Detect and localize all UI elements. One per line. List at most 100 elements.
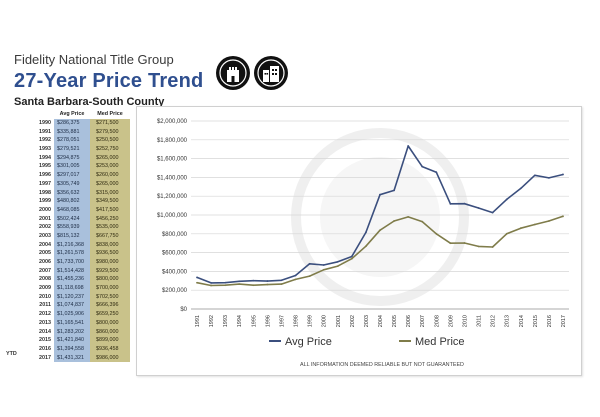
table-row: 2002 $558,939 $535,000 bbox=[24, 223, 132, 232]
row-avg-price: $305,749 bbox=[57, 180, 80, 187]
x-tick-label: 2009 bbox=[448, 315, 454, 327]
table-row: 2010 $1,120,237 $702,500 bbox=[24, 293, 132, 302]
y-tick-label: $200,000 bbox=[162, 288, 188, 294]
data-point bbox=[350, 257, 353, 260]
row-med-price: $936,500 bbox=[96, 250, 119, 257]
table-row: 2000 $468,085 $417,500 bbox=[24, 206, 132, 215]
company-name: Fidelity National Title Group bbox=[14, 52, 174, 67]
row-med-price: $250,500 bbox=[96, 137, 119, 144]
data-point bbox=[477, 207, 480, 209]
page-title: 27-Year Price Trend bbox=[14, 70, 204, 92]
row-avg-price: $1,514,428 bbox=[57, 267, 84, 274]
row-avg-price: $1,216,368 bbox=[57, 241, 84, 248]
table-row: 2003 $815,132 $667,750 bbox=[24, 232, 132, 241]
table-row: 2001 $502,424 $456,250 bbox=[24, 215, 132, 224]
row-med-price: $800,000 bbox=[96, 319, 119, 326]
row-med-price: $667,750 bbox=[96, 232, 119, 239]
row-avg-price: $1,120,237 bbox=[57, 293, 84, 300]
row-med-price: $980,000 bbox=[96, 259, 119, 265]
row-year: 1996 bbox=[39, 172, 51, 179]
row-med-price: $702,500 bbox=[96, 293, 119, 300]
row-year: 2013 bbox=[39, 319, 51, 326]
row-avg-price: $815,132 bbox=[57, 232, 80, 239]
row-med-price: $253,000 bbox=[96, 163, 119, 170]
table-row: 1996 $297,017 $260,000 bbox=[24, 171, 132, 180]
x-tick-label: 2007 bbox=[420, 315, 426, 327]
data-point bbox=[210, 284, 212, 287]
x-tick-label: 2006 bbox=[406, 315, 412, 327]
data-point bbox=[210, 281, 212, 284]
table-row: 2007 $1,514,428 $929,500 bbox=[24, 267, 132, 276]
row-year: 2008 bbox=[39, 276, 51, 283]
data-point bbox=[562, 173, 564, 176]
data-point bbox=[266, 283, 269, 286]
data-point bbox=[280, 279, 283, 282]
row-avg-price: $335,881 bbox=[57, 128, 80, 135]
x-tick-label: 2011 bbox=[477, 315, 483, 327]
x-tick-label: 1994 bbox=[237, 315, 243, 327]
table-row: 2011 $1,074,837 $666,396 bbox=[24, 301, 132, 310]
data-point bbox=[266, 280, 269, 282]
chart-panel: $0 $200,000 $400,000 $600,000 $800,000 $1,000… bbox=[136, 106, 582, 376]
table-row: 1992 $278,051 $250,500 bbox=[24, 136, 132, 145]
row-year: 1991 bbox=[39, 128, 51, 135]
row-year: 1994 bbox=[39, 154, 51, 161]
x-tick-label: 2000 bbox=[322, 315, 328, 327]
x-tick-label: 2017 bbox=[561, 315, 567, 327]
data-point bbox=[491, 246, 494, 248]
row-med-price: $265,000 bbox=[96, 154, 119, 161]
data-point bbox=[379, 193, 381, 196]
row-avg-price: $1,118,698 bbox=[57, 285, 84, 292]
data-point bbox=[322, 268, 325, 271]
row-avg-price: $279,521 bbox=[57, 146, 80, 153]
data-point bbox=[407, 145, 410, 147]
row-avg-price: $294,875 bbox=[57, 154, 80, 161]
row-avg-price: $1,431,321 bbox=[57, 354, 84, 361]
row-year: 2011 bbox=[39, 302, 51, 309]
row-med-price: $800,000 bbox=[96, 276, 119, 283]
data-point bbox=[308, 262, 311, 265]
legend-label: Avg Price bbox=[285, 336, 332, 348]
y-tick-label: $2,000,000 bbox=[157, 119, 188, 125]
row-med-price: $349,500 bbox=[96, 198, 119, 205]
data-point bbox=[449, 242, 452, 245]
x-tick-label: 1999 bbox=[308, 315, 314, 327]
data-point bbox=[252, 279, 255, 282]
data-point bbox=[519, 187, 522, 190]
row-year: 2009 bbox=[39, 285, 51, 292]
x-tick-label: 2015 bbox=[533, 315, 539, 327]
row-med-price: $936,458 bbox=[96, 345, 119, 352]
row-avg-price: $286,375 bbox=[57, 120, 80, 126]
row-med-price: $279,500 bbox=[96, 128, 119, 135]
row-year: 2010 bbox=[39, 293, 51, 300]
table-row: 2015 $1,421,840 $899,000 bbox=[24, 336, 132, 345]
row-med-price: $252,750 bbox=[96, 146, 119, 153]
watermark-emblem-core bbox=[320, 157, 440, 277]
x-tick-label: 2008 bbox=[434, 315, 440, 327]
data-point bbox=[294, 274, 297, 277]
row-avg-price: $468,085 bbox=[57, 206, 80, 213]
price-table: Avg Price Med Price 1990 $286,375 $271,500… bbox=[24, 110, 132, 363]
data-point bbox=[196, 276, 198, 279]
table-row: 1997 $305,749 $265,000 bbox=[24, 180, 132, 189]
data-point bbox=[519, 227, 522, 230]
table-row: 1994 $294,875 $265,000 bbox=[24, 154, 132, 163]
row-avg-price: $1,455,236 bbox=[57, 276, 84, 283]
data-point bbox=[533, 174, 536, 177]
y-tick-label: $400,000 bbox=[162, 269, 188, 275]
row-year: 2005 bbox=[39, 250, 51, 257]
row-med-price: $860,000 bbox=[96, 328, 119, 335]
header-med-price: Med Price bbox=[97, 111, 123, 117]
y-tick-label: $1,000,000 bbox=[157, 213, 188, 219]
x-tick-label: 1991 bbox=[195, 315, 201, 327]
row-year: 2001 bbox=[39, 215, 51, 222]
row-avg-price: $297,017 bbox=[57, 172, 80, 179]
data-point bbox=[336, 265, 339, 268]
row-med-price: $666,396 bbox=[96, 302, 119, 309]
data-point bbox=[322, 264, 325, 266]
castle-tower-icon bbox=[216, 56, 250, 90]
row-med-price: $700,000 bbox=[96, 285, 119, 292]
price-trend-chart: $0 $200,000 $400,000 $600,000 $800,000 $1,000… bbox=[157, 119, 569, 348]
data-point bbox=[505, 198, 508, 201]
row-avg-price: $1,025,906 bbox=[57, 311, 84, 318]
